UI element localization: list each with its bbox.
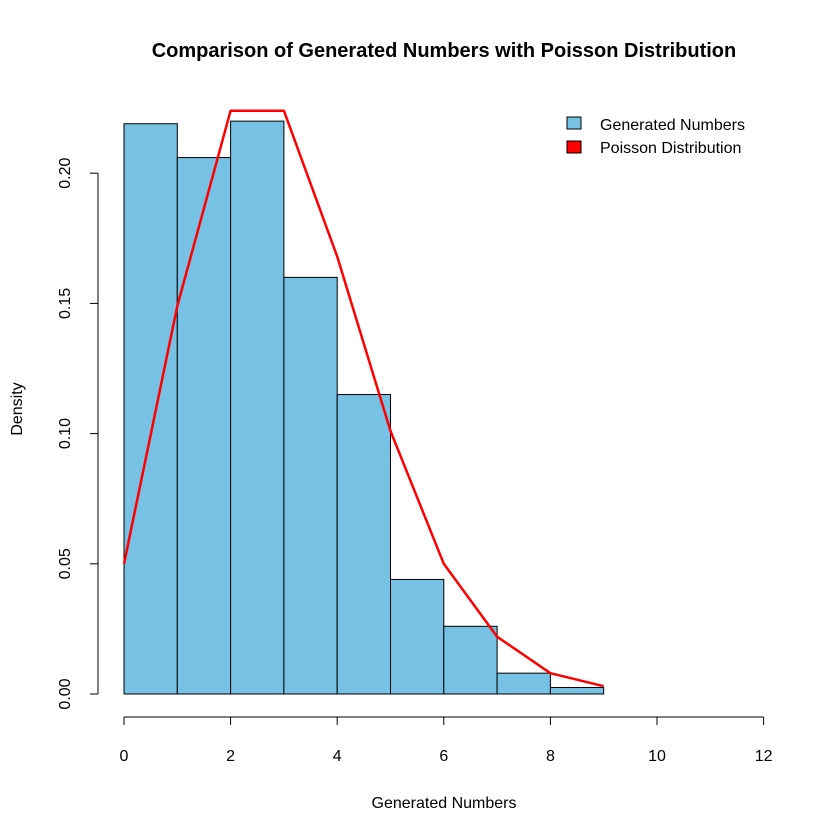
legend-label-poisson: Poisson Distribution <box>600 140 741 157</box>
x-tick-label: 12 <box>755 748 773 765</box>
y-tick-label: 0.10 <box>57 418 74 449</box>
x-tick-label: 4 <box>333 748 342 765</box>
x-axis-label: Generated Numbers <box>372 795 517 812</box>
legend: Generated Numbers Poisson Distribution <box>566 116 745 157</box>
y-axis-label: Density <box>9 382 26 435</box>
y-tick-label: 0.00 <box>57 678 74 709</box>
legend-swatch-generated <box>566 116 582 130</box>
histogram-bars <box>123 120 605 695</box>
poisson-line-group <box>122 109 604 688</box>
histogram-bar <box>123 123 178 695</box>
x-tick-label: 0 <box>120 748 129 765</box>
x-tick-label: 6 <box>439 748 448 765</box>
y-tick-label: 0.20 <box>57 158 74 189</box>
x-tick-label: 10 <box>648 748 666 765</box>
y-axis: 0.00 0.05 0.10 0.15 0.20 <box>57 158 99 710</box>
histogram-bar <box>176 157 232 695</box>
histogram-bar <box>283 276 338 695</box>
histogram-bar <box>443 625 498 695</box>
chart-title: Comparison of Generated Numbers with Poi… <box>152 40 737 62</box>
legend-label-generated: Generated Numbers <box>600 117 745 134</box>
x-tick-label: 8 <box>546 748 555 765</box>
y-tick-label: 0.15 <box>57 288 74 319</box>
legend-swatch-poisson <box>566 140 582 154</box>
histogram-bar <box>390 578 445 695</box>
histogram-bar <box>336 394 392 695</box>
x-axis: 0 2 4 6 8 10 12 <box>120 716 773 765</box>
histogram-bar <box>496 672 551 695</box>
x-tick-label: 2 <box>226 748 235 765</box>
y-tick-label: 0.05 <box>57 548 74 579</box>
histogram-bar <box>230 120 285 695</box>
poisson-line <box>122 109 604 688</box>
histogram-bar <box>549 686 605 695</box>
